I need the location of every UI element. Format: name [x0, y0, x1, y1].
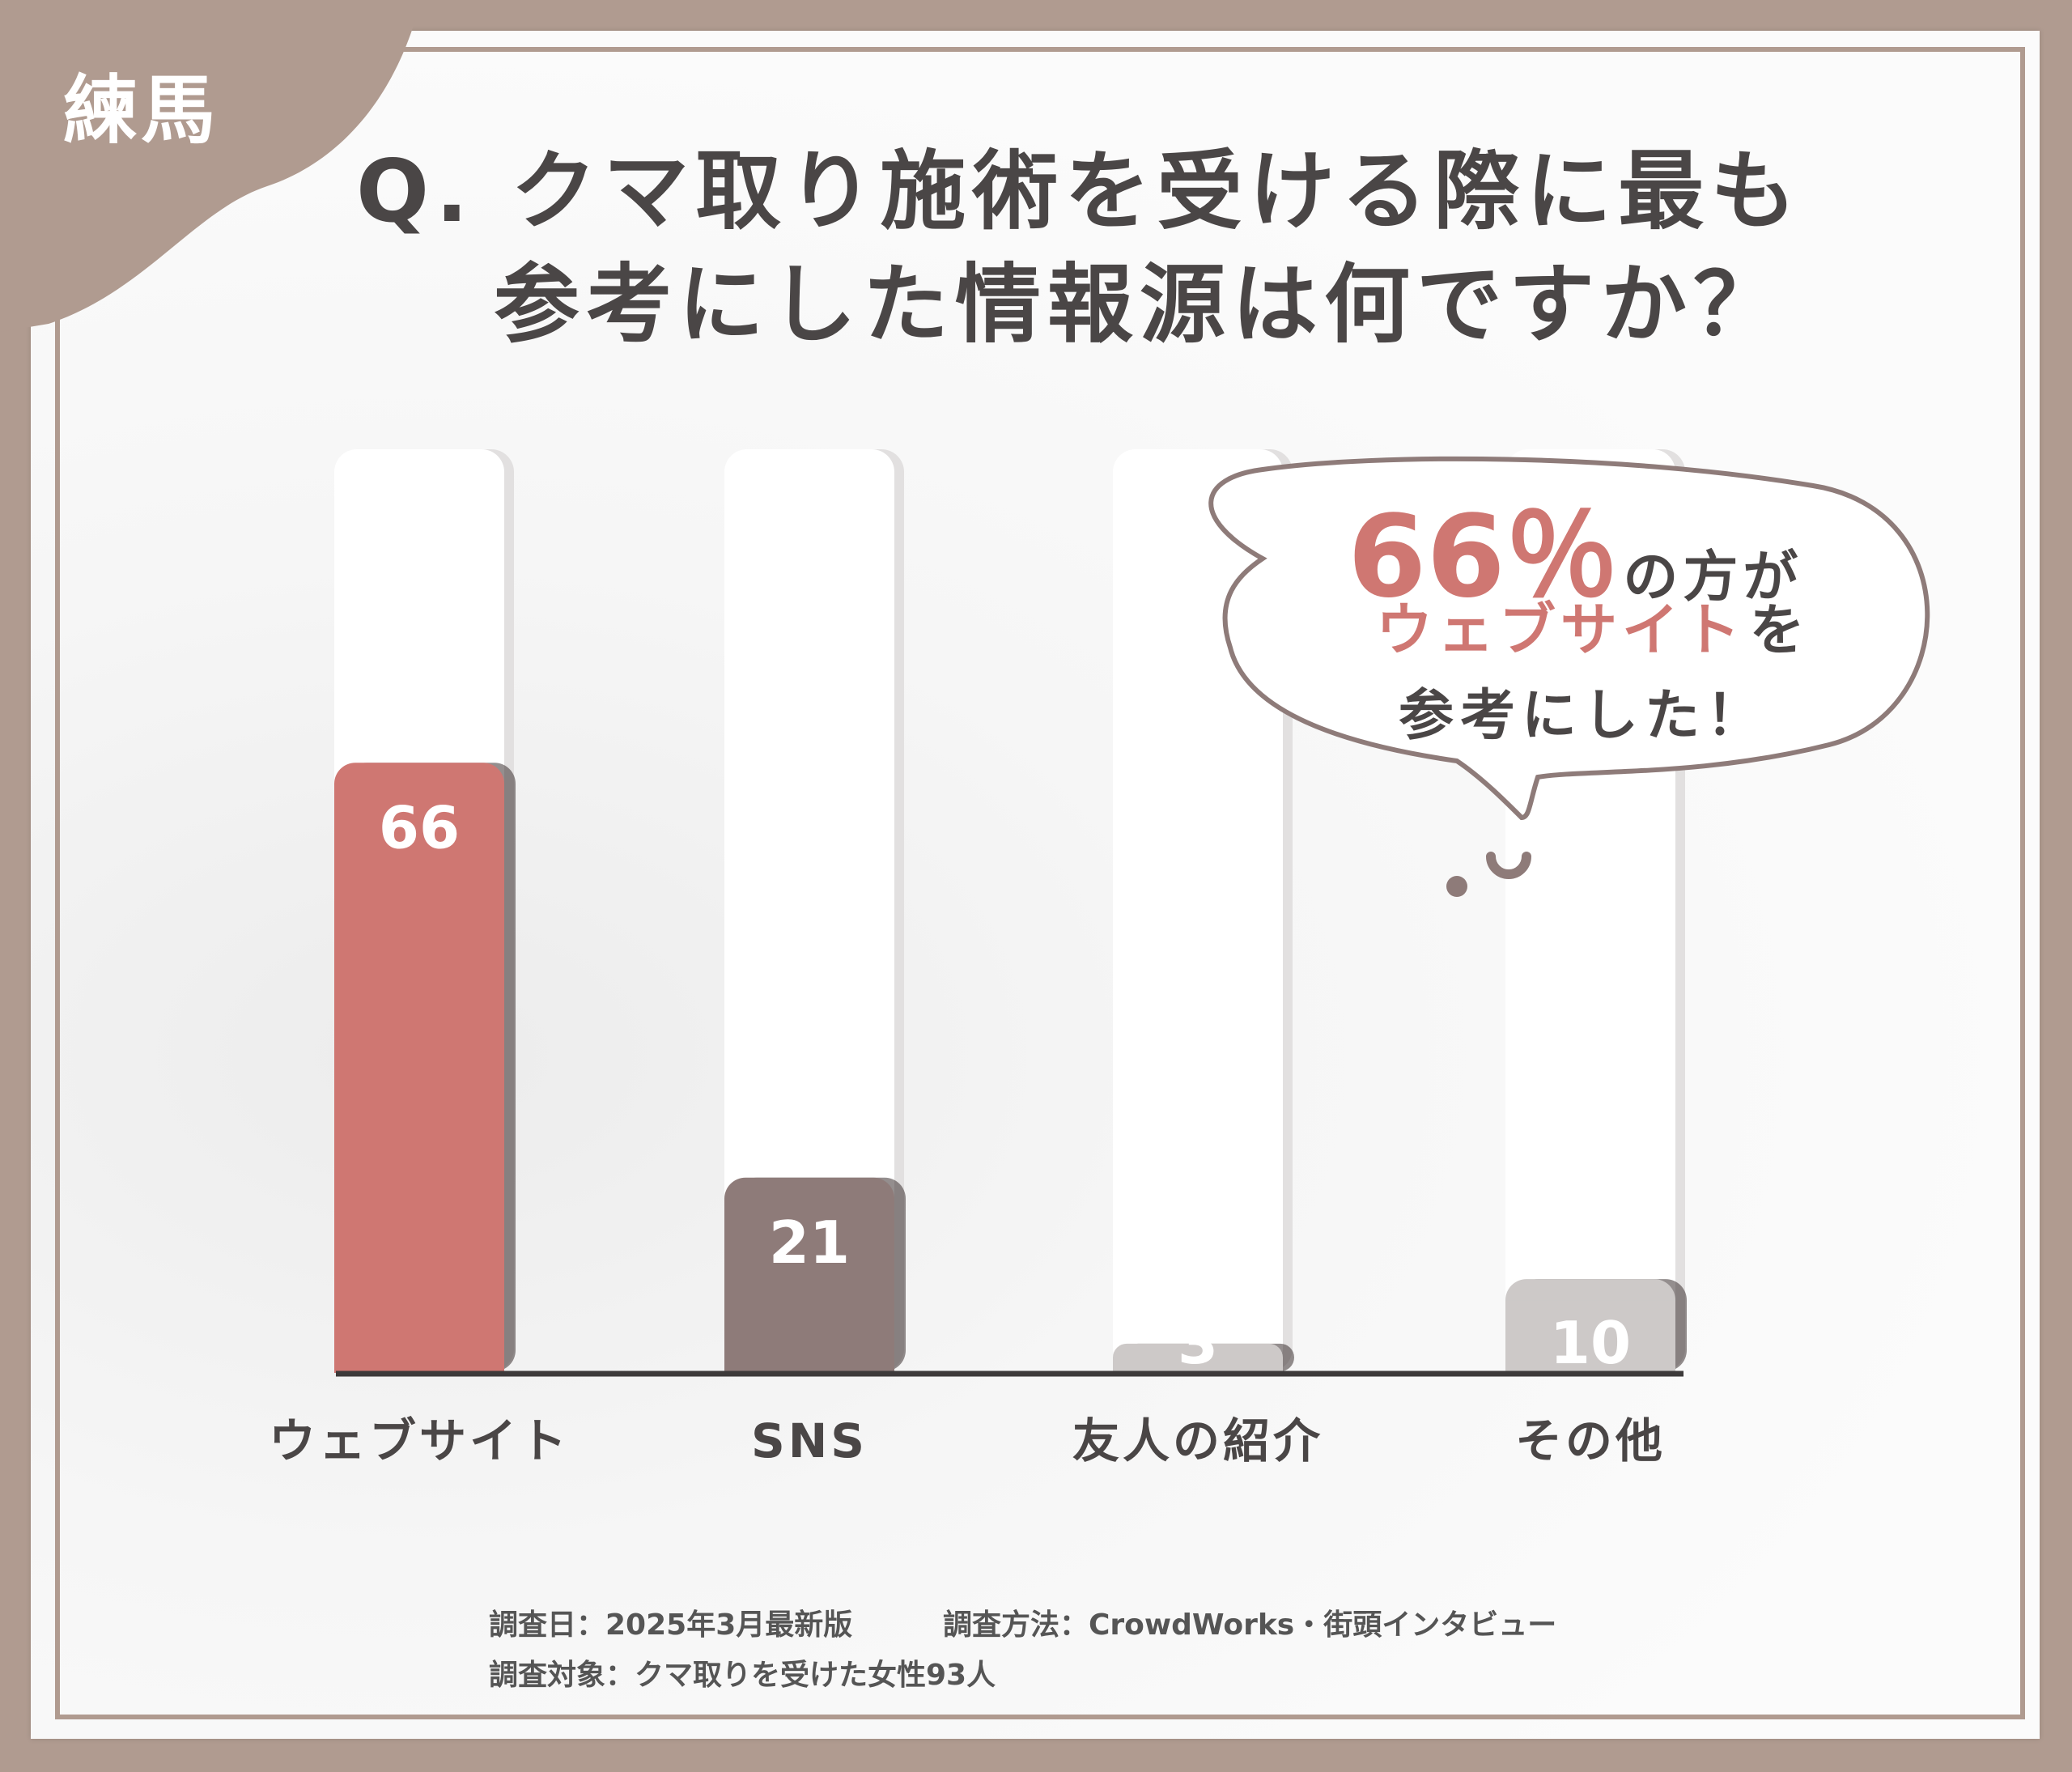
bar-body: [724, 1198, 894, 1373]
bar-track: [724, 449, 894, 1371]
callout-bubble-shape: [1208, 456, 1930, 821]
callout-line2: ウェブサイト を: [1376, 584, 1805, 666]
bar-body: [1113, 1357, 1283, 1373]
category-label: 友人の紹介: [1072, 1413, 1323, 1468]
bar-value-label: 66: [379, 793, 460, 861]
bar-track: [1113, 449, 1283, 1371]
question-title-line1: Q. クマ取り施術を受ける際に最も: [356, 142, 1803, 241]
bar-value-label: 10: [1550, 1309, 1631, 1377]
callout-line3: 参考にした！: [1399, 684, 1768, 748]
callout-line2-rest: を: [1749, 599, 1805, 663]
location-badge: [0, 0, 421, 332]
bar-value-label: 21: [769, 1209, 850, 1277]
location-label: 練馬: [63, 67, 219, 154]
category-labels: ウェブサイト SNS 友人の紹介 その他: [269, 1413, 1666, 1468]
callout-dot-large: [1486, 852, 1531, 879]
bar-value-label: 3: [1178, 1309, 1218, 1377]
callout-percent: 66％: [1348, 491, 1619, 623]
bar-body: [1505, 1300, 1675, 1373]
category-label: SNS: [751, 1413, 868, 1468]
survey-target: 調査対象：クマ取りを受けた女性93人: [489, 1659, 996, 1692]
question-title-line2: 参考にした情報源は何ですか？: [494, 255, 1785, 355]
callout-bubble: [1208, 456, 1930, 897]
category-label: その他: [1515, 1413, 1666, 1468]
callout-line1-rest: の方が: [1623, 546, 1803, 610]
callout-dot-small: [1446, 876, 1467, 897]
category-label: ウェブサイト: [269, 1413, 570, 1468]
callout-highlight: ウェブサイト: [1376, 597, 1745, 663]
callout-line1: 66％ の方が: [1348, 465, 1802, 629]
bars: [334, 763, 1687, 1373]
data-labels: 66 21 3 10: [379, 793, 1631, 1377]
survey-date: 調査日：2025年3月最新版: [489, 1608, 853, 1642]
survey-method: 調査方法：CrowdWorks・街頭インタビュー: [943, 1608, 1557, 1642]
bar-body: [334, 784, 504, 1373]
